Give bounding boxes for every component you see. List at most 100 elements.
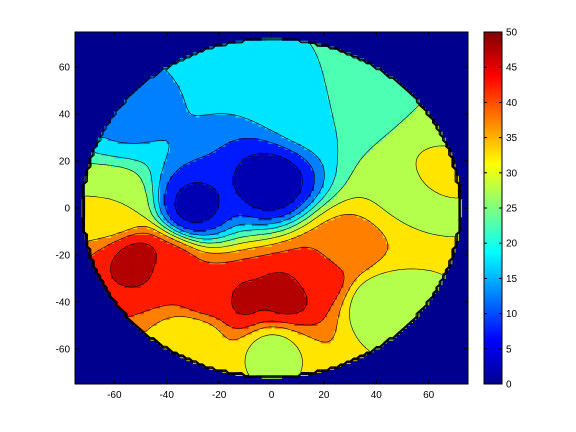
contour-cell [147, 117, 151, 121]
contour-cell [189, 58, 194, 62]
contour-cell [173, 122, 178, 127]
contour-cell [130, 213, 135, 218]
contour-cell [173, 210, 178, 215]
contour-cell [163, 260, 168, 265]
contour-cell [219, 169, 223, 174]
contour-cell [248, 193, 253, 197]
contour-cell [248, 342, 253, 347]
contour-cell [186, 331, 191, 335]
contour-cell [209, 81, 214, 86]
contour-cell [219, 284, 223, 288]
contour-cell [212, 345, 217, 350]
contour-cell [143, 208, 148, 212]
contour-cell [153, 90, 158, 95]
contour-cell [117, 284, 122, 288]
contour-cell [245, 222, 250, 227]
contour-cell [228, 228, 233, 233]
contour-cell [212, 125, 217, 130]
contour-cell [104, 275, 109, 279]
contour-cell [248, 304, 253, 309]
contour-cell [176, 219, 181, 224]
contour-cell [124, 175, 128, 180]
contour-cell [232, 102, 237, 106]
contour-cell [169, 254, 174, 259]
contour-cell [248, 99, 253, 103]
contour-cell [156, 131, 161, 136]
contour-cell [163, 316, 168, 321]
contour-cell [238, 260, 243, 265]
contour-cell [261, 193, 266, 197]
contour-cell [212, 120, 217, 124]
contour-cell [124, 301, 128, 306]
contour-cell [150, 125, 155, 130]
contour-cell [258, 298, 263, 303]
contour-cell [225, 114, 230, 118]
contour-cell [238, 249, 243, 253]
contour-cell [97, 269, 102, 274]
contour-cell [189, 76, 194, 80]
contour-cell [183, 169, 187, 174]
contour-cell [261, 208, 266, 212]
contour-cell [189, 210, 194, 215]
contour-cell [117, 243, 122, 247]
contour-cell [196, 257, 201, 262]
contour-cell [192, 298, 197, 303]
contour-cell [127, 105, 132, 109]
contour-cell [127, 307, 132, 312]
contour-cell [179, 246, 184, 250]
contour-cell [251, 319, 256, 323]
contour-cell [120, 254, 125, 259]
contour-cell [225, 175, 230, 180]
contour-cell [127, 108, 132, 112]
contour-cell [215, 76, 220, 80]
contour-cell [153, 319, 158, 323]
contour-cell [120, 210, 125, 215]
contour-cell [264, 351, 269, 356]
contour-cell [124, 225, 128, 230]
contour-cell [153, 246, 158, 250]
contour-cell [219, 342, 223, 347]
contour-cell [124, 254, 128, 259]
contour-cell [255, 366, 259, 370]
contour-cell [258, 134, 263, 139]
contour-cell [179, 348, 184, 353]
contour-cell [225, 266, 230, 271]
contour-cell [88, 208, 92, 212]
contour-cell [88, 240, 92, 244]
contour-cell [189, 184, 194, 189]
contour-cell [245, 169, 250, 174]
contour-cell [130, 199, 135, 203]
contour-cell [255, 125, 259, 130]
contour-cell [219, 348, 223, 353]
contour-cell [130, 146, 135, 150]
contour-cell [245, 219, 250, 224]
contour-cell [173, 222, 178, 227]
contour-cell [238, 348, 243, 353]
contour-cell [156, 117, 161, 121]
contour-cell [209, 76, 214, 80]
contour-cell [140, 234, 145, 238]
contour-field [81, 37, 463, 379]
contour-cell [150, 122, 155, 127]
contour-cell [179, 313, 184, 318]
contour-cell [199, 231, 204, 235]
contour-cell [222, 81, 227, 86]
contour-cell [169, 120, 174, 124]
contour-cell [245, 172, 250, 177]
contour-cell [156, 105, 161, 109]
contour-cell [222, 246, 227, 250]
contour-cell [261, 169, 266, 174]
contour-cell [179, 146, 184, 150]
contour-cell [202, 137, 207, 142]
contour-cell [228, 70, 233, 74]
contour-cell [150, 210, 155, 215]
contour-cell [173, 166, 178, 171]
contour-cell [264, 337, 269, 341]
contour-cell [251, 199, 256, 203]
contour-cell [261, 366, 266, 370]
contour-cell [183, 246, 187, 250]
contour-cell [176, 70, 181, 74]
contour-cell [147, 278, 151, 282]
contour-cell [120, 205, 125, 209]
contour-cell [215, 319, 220, 323]
